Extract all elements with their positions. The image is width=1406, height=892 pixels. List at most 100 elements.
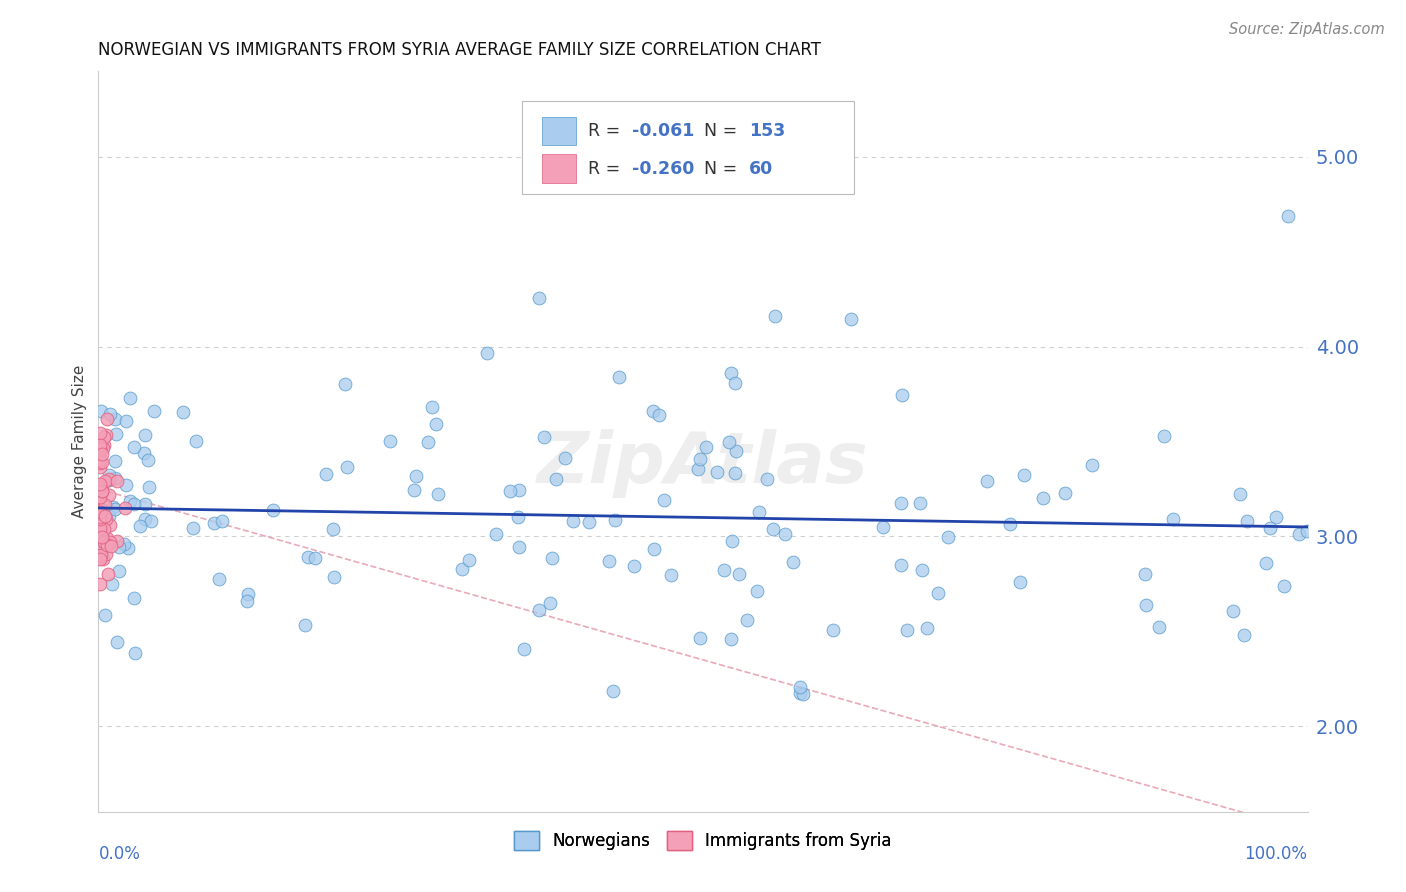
- Point: [737, 613, 759, 627]
- Point: [89, 550, 111, 565]
- Point: [124, 497, 146, 511]
- Point: [1153, 429, 1175, 443]
- Point: [132, 446, 155, 460]
- Point: [90, 530, 112, 544]
- Point: [91, 442, 114, 456]
- Point: [98, 535, 121, 549]
- Point: [1008, 575, 1031, 590]
- Point: [336, 459, 359, 474]
- Point: [90, 527, 112, 541]
- Point: [747, 130, 769, 145]
- Point: [89, 441, 111, 455]
- Point: [936, 530, 959, 544]
- Point: [118, 391, 141, 405]
- Point: [98, 518, 121, 533]
- Text: 100.0%: 100.0%: [1244, 845, 1308, 863]
- Point: [104, 502, 127, 516]
- Point: [724, 467, 747, 481]
- Point: [98, 407, 121, 421]
- Point: [1232, 628, 1254, 642]
- Point: [129, 519, 152, 533]
- Point: [1135, 567, 1157, 582]
- Point: [322, 522, 344, 536]
- Point: [499, 483, 522, 498]
- Point: [789, 686, 811, 700]
- Text: 0.0%: 0.0%: [98, 845, 141, 863]
- Point: [89, 507, 111, 521]
- Point: [915, 622, 938, 636]
- Point: [427, 487, 450, 501]
- Point: [97, 567, 120, 582]
- FancyBboxPatch shape: [543, 154, 576, 183]
- Point: [1081, 458, 1104, 472]
- Point: [89, 502, 111, 516]
- Text: N =: N =: [704, 160, 742, 178]
- Point: [782, 555, 804, 569]
- Point: [89, 521, 111, 535]
- Point: [90, 502, 112, 516]
- Point: [1053, 486, 1076, 500]
- Point: [98, 467, 121, 482]
- Point: [773, 527, 796, 541]
- Point: [792, 687, 814, 701]
- Legend: Norwegians, Immigrants from Syria: Norwegians, Immigrants from Syria: [508, 824, 898, 856]
- Point: [506, 509, 529, 524]
- Point: [103, 471, 125, 485]
- Point: [90, 549, 112, 563]
- Point: [89, 507, 111, 521]
- Point: [100, 539, 122, 553]
- Point: [136, 453, 159, 467]
- Point: [425, 417, 447, 432]
- Point: [725, 443, 748, 458]
- Point: [689, 451, 711, 466]
- Point: [90, 521, 112, 535]
- Point: [89, 505, 111, 519]
- Point: [89, 510, 111, 524]
- Point: [821, 624, 844, 638]
- Point: [475, 346, 498, 360]
- Text: Source: ZipAtlas.com: Source: ZipAtlas.com: [1229, 22, 1385, 37]
- Point: [1000, 516, 1022, 531]
- Point: [124, 646, 146, 660]
- Point: [748, 505, 770, 519]
- Point: [89, 510, 111, 524]
- Text: R =: R =: [588, 122, 626, 140]
- Point: [458, 553, 481, 567]
- Point: [89, 451, 111, 466]
- Point: [93, 430, 115, 444]
- Point: [910, 563, 932, 577]
- Point: [89, 442, 111, 456]
- Point: [89, 459, 111, 474]
- Point: [94, 428, 117, 442]
- Point: [104, 453, 127, 467]
- Point: [652, 493, 675, 508]
- Point: [762, 522, 785, 536]
- Point: [89, 452, 111, 467]
- Text: NORWEGIAN VS IMMIGRANTS FROM SYRIA AVERAGE FAMILY SIZE CORRELATION CHART: NORWEGIAN VS IMMIGRANTS FROM SYRIA AVERA…: [98, 41, 821, 59]
- Point: [101, 500, 124, 514]
- Point: [513, 642, 536, 657]
- Point: [1135, 599, 1157, 613]
- Point: [90, 455, 112, 469]
- Point: [98, 473, 121, 487]
- Point: [236, 594, 259, 608]
- FancyBboxPatch shape: [543, 117, 576, 145]
- Point: [529, 603, 551, 617]
- Point: [718, 434, 741, 449]
- Point: [688, 462, 710, 476]
- Point: [745, 583, 768, 598]
- Point: [89, 491, 111, 505]
- Point: [204, 516, 226, 530]
- Point: [872, 519, 894, 533]
- Point: [105, 474, 128, 488]
- Point: [138, 480, 160, 494]
- Point: [648, 408, 671, 422]
- Point: [508, 540, 530, 554]
- Point: [108, 541, 131, 555]
- Point: [1222, 604, 1244, 618]
- Point: [1265, 510, 1288, 524]
- Point: [143, 404, 166, 418]
- Point: [89, 476, 111, 491]
- Point: [641, 404, 664, 418]
- Point: [89, 506, 111, 520]
